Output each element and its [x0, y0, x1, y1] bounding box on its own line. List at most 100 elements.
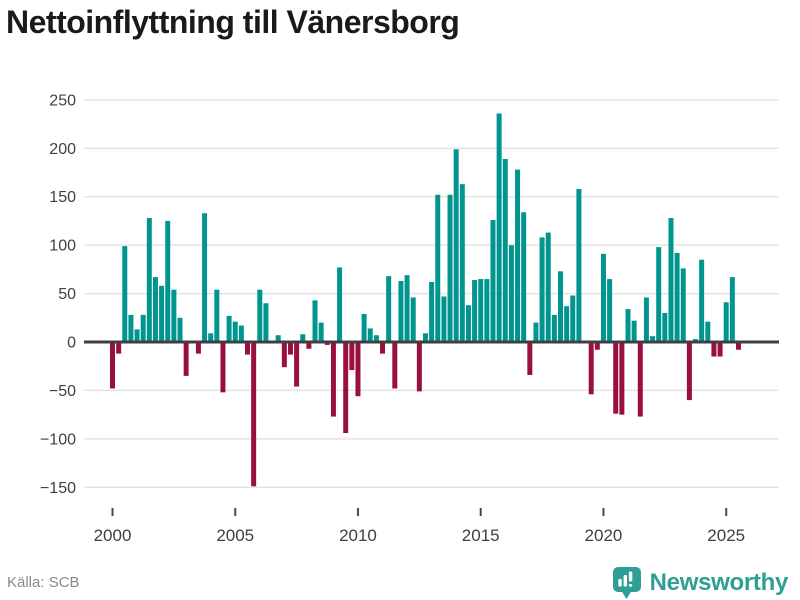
- bar-positive: [447, 194, 453, 342]
- bar-positive: [300, 334, 306, 342]
- bar-positive: [472, 280, 478, 342]
- bar-positive: [146, 218, 152, 342]
- bar-positive: [564, 306, 570, 342]
- bar-positive: [177, 317, 183, 342]
- bar-positive: [551, 314, 557, 342]
- bar-positive: [668, 218, 674, 342]
- bar-negative: [306, 342, 312, 349]
- bar-positive: [502, 158, 508, 342]
- bar-positive: [521, 212, 527, 342]
- bar-negative: [195, 342, 201, 354]
- bar-positive: [650, 336, 656, 342]
- y-tick-label: −150: [40, 480, 76, 497]
- bar-negative: [717, 342, 723, 357]
- y-tick-label: 50: [58, 286, 76, 303]
- bar-negative: [416, 342, 422, 392]
- bar-positive: [674, 252, 680, 342]
- bar-negative: [116, 342, 122, 354]
- bar-negative: [220, 342, 226, 393]
- bar-negative: [281, 342, 287, 368]
- bar-negative: [619, 342, 625, 415]
- bar-positive: [361, 313, 367, 342]
- bar-negative: [330, 342, 336, 417]
- x-tick-label: 2015: [462, 526, 500, 545]
- bar-positive: [723, 302, 729, 342]
- x-tick-label: 2010: [339, 526, 377, 545]
- bar-positive: [539, 237, 545, 342]
- bar-positive: [232, 321, 238, 342]
- bar-negative: [380, 342, 386, 354]
- y-tick-label: −100: [40, 431, 76, 448]
- bar-negative: [294, 342, 300, 387]
- bar-negative: [245, 342, 251, 355]
- bar-positive: [729, 277, 735, 342]
- bar-positive: [275, 335, 281, 342]
- bar-negative: [343, 342, 349, 434]
- bar-positive: [465, 305, 471, 342]
- bar-positive: [422, 333, 428, 342]
- bar-positive: [202, 213, 208, 342]
- bar-positive: [600, 253, 606, 342]
- bar-negative: [355, 342, 361, 397]
- bar-positive: [607, 279, 613, 342]
- bar-negative: [686, 342, 692, 401]
- bar-positive: [643, 297, 649, 342]
- bar-positive: [318, 322, 324, 342]
- bar-positive: [214, 289, 220, 342]
- bar-positive: [478, 279, 484, 342]
- bar-positive: [545, 232, 551, 342]
- bar-positive: [122, 246, 128, 342]
- y-tick-label: 200: [49, 141, 76, 158]
- bar-positive: [373, 335, 379, 342]
- bar-positive: [238, 325, 244, 342]
- bar-negative: [527, 342, 533, 375]
- bar-positive: [410, 297, 416, 342]
- bar-positive: [312, 300, 318, 342]
- bar-positive: [165, 220, 171, 342]
- y-tick-label: 0: [67, 335, 76, 352]
- source-label: Källa: SCB: [7, 574, 80, 591]
- bar-positive: [576, 188, 582, 342]
- bar-positive: [171, 289, 177, 342]
- bar-positive: [337, 267, 343, 342]
- bar-negative: [287, 342, 293, 355]
- bar-positive: [134, 329, 140, 342]
- newsworthy-icon: [612, 567, 641, 599]
- bar-positive: [515, 169, 521, 342]
- bar-negative: [392, 342, 398, 389]
- bar-negative: [110, 342, 115, 389]
- bar-negative: [735, 342, 741, 350]
- bar-positive: [429, 281, 435, 342]
- bar-positive: [404, 275, 410, 342]
- bar-positive: [453, 149, 459, 342]
- bar-positive: [159, 285, 165, 342]
- bar-positive: [705, 321, 711, 342]
- bar-negative: [637, 342, 643, 417]
- bar-positive: [226, 315, 232, 342]
- y-tick-label: 250: [49, 92, 76, 109]
- bar-positive: [152, 277, 158, 342]
- bar-positive: [680, 268, 686, 342]
- bar-positive: [508, 245, 514, 342]
- bar-positive: [367, 328, 373, 342]
- y-tick-label: 150: [49, 189, 76, 206]
- x-tick-label: 2020: [585, 526, 623, 545]
- bar-negative: [588, 342, 594, 395]
- bar-positive: [386, 276, 392, 342]
- bar-negative: [594, 342, 600, 350]
- bar-positive: [558, 271, 563, 342]
- bar-positive: [625, 309, 631, 342]
- x-tick-label: 2005: [216, 526, 254, 545]
- bar-positive: [208, 333, 214, 342]
- bar-positive: [496, 113, 502, 343]
- bar-negative: [613, 342, 619, 414]
- bar-negative: [183, 342, 189, 376]
- x-tick-label: 2000: [94, 526, 132, 545]
- bar-positive: [441, 296, 447, 342]
- chart-title: Nettoinflyttning till Vänersborg: [6, 4, 460, 40]
- bar-negative: [711, 342, 717, 357]
- bar-positive: [662, 312, 668, 342]
- bar-positive: [140, 314, 146, 342]
- bar-positive: [398, 280, 404, 342]
